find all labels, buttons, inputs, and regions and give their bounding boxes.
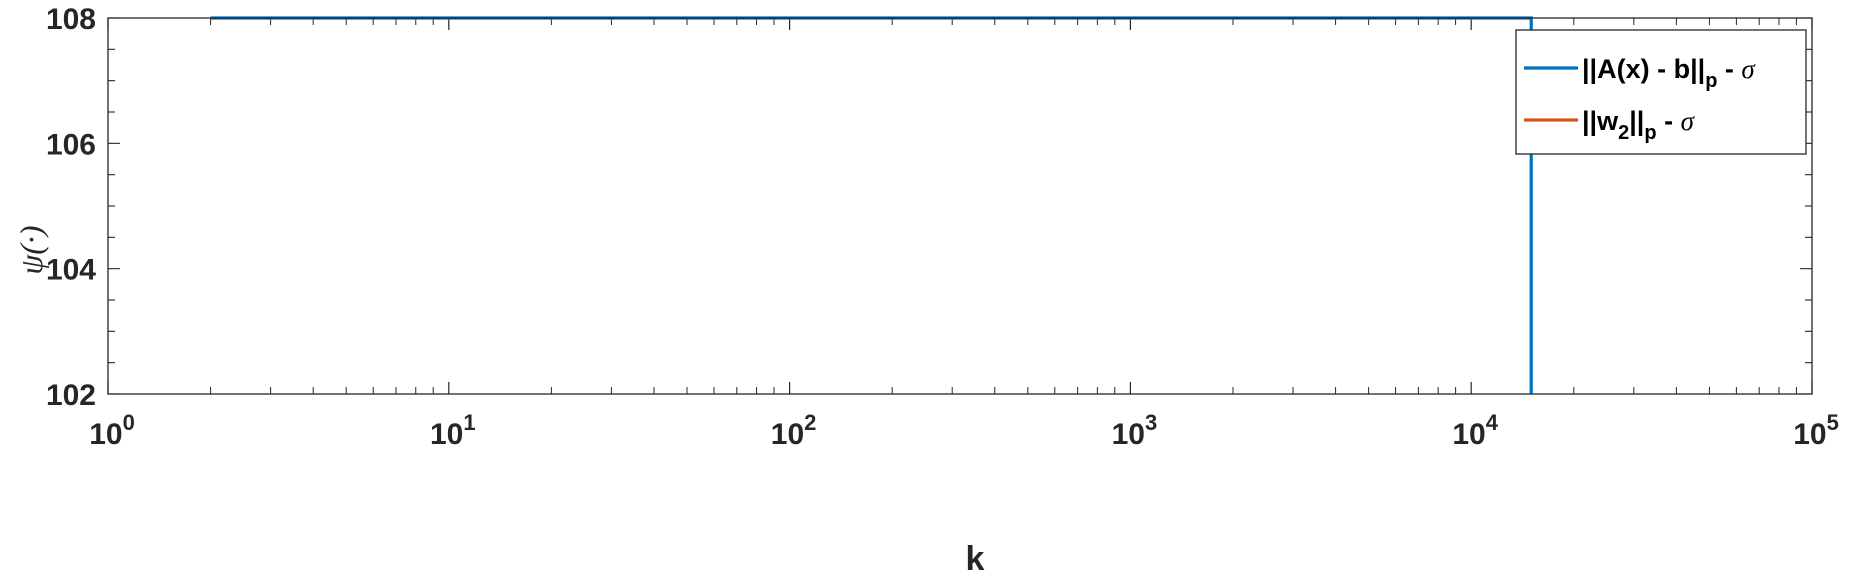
legend-text-part: σ [1741,54,1756,84]
x-axis-label: k [966,540,985,578]
legend: ||A(x) - b||p - σ||w2||p - σ [1515,29,1807,155]
legend-text-part: || [1629,106,1644,136]
x-tick-exponent: 3 [1145,410,1157,435]
legend-text-part: σ [1681,106,1696,136]
legend-text-part: ||w [1582,106,1619,136]
x-tick-base: 10 [89,418,122,451]
y-axis-label: ψ(·) [13,225,49,274]
x-tick-label: 103 [1112,410,1158,451]
y-axis-label-text: ψ(·) [13,225,49,274]
x-tick-base: 10 [1793,418,1826,451]
x-tick-exponent: 5 [1827,410,1839,435]
x-tick-base: 10 [771,418,804,451]
legend-text-part: p [1644,122,1656,144]
legend-entry-2: ||w2||p - σ [1582,106,1696,144]
x-tick-exponent: 2 [804,410,816,435]
legend-text-part: - [1717,54,1741,84]
y-tick-label: 104 [46,254,96,287]
legend-text-part: p [1705,70,1717,92]
x-tick-label: 105 [1793,410,1839,451]
legend-entry-1: ||A(x) - b||p - σ [1582,54,1756,92]
x-tick-label: 102 [771,410,817,451]
x-tick-base: 10 [1452,418,1485,451]
axes-frame [107,17,1813,395]
x-tick-label: 100 [89,410,135,451]
x-tick-base: 10 [1112,418,1145,451]
x-tick-exponent: 0 [123,410,135,435]
legend-text-part: - [1657,106,1681,136]
legend-box [1515,29,1807,155]
x-tick-label: 101 [430,410,476,451]
x-tick-label: 104 [1452,410,1498,451]
axes-box [107,17,1813,395]
y-tick-label: 106 [46,128,96,161]
x-tick-base: 10 [430,418,463,451]
legend-text-part: 2 [1618,122,1629,144]
legend-text-part: ||A(x) - b|| [1582,54,1705,84]
y-tick-label: 108 [46,3,96,36]
y-tick-label: 102 [46,379,96,412]
x-tick-exponent: 4 [1486,410,1499,435]
x-tick-exponent: 1 [463,410,475,435]
